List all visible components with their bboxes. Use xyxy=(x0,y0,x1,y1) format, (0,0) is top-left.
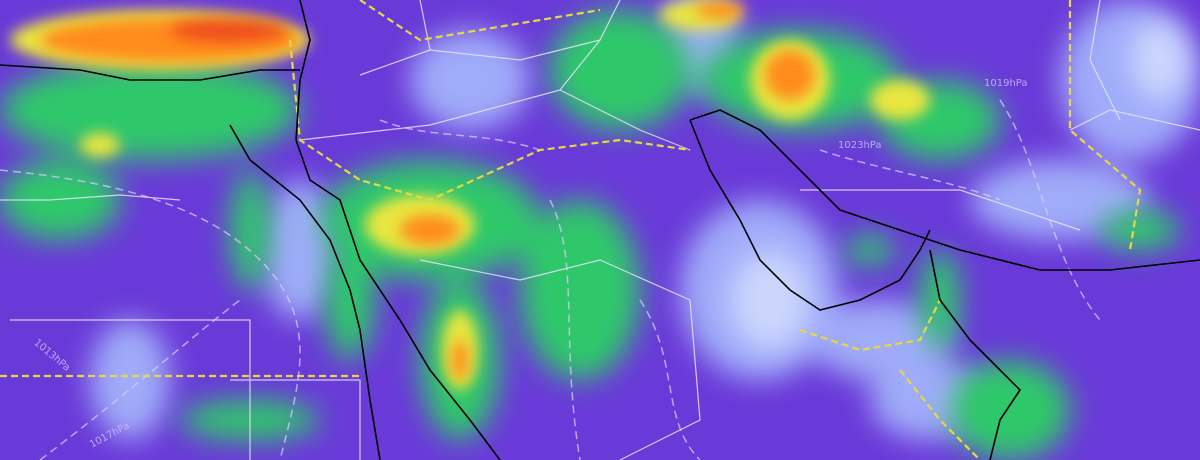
red-field-layer xyxy=(170,18,290,42)
isobars xyxy=(0,99,1101,460)
dashed-boundaries xyxy=(0,0,1142,460)
isobar-label: 1019hPa xyxy=(984,78,1028,89)
isobar-label: 1023hPa xyxy=(838,140,882,151)
pale-field-layer xyxy=(730,20,1190,350)
